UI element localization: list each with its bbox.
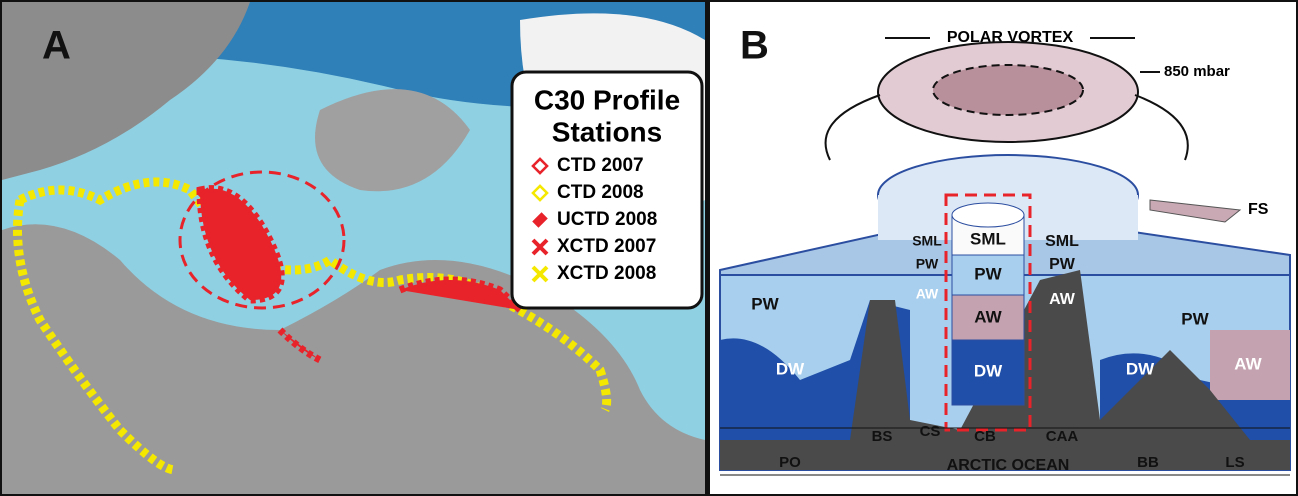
ocean-label: ARCTIC OCEAN [947, 457, 1070, 474]
layer-label: PW [1049, 256, 1076, 273]
page: A C30 Profile Stations CTD 2007 CTD 2008 U… [0, 0, 1298, 496]
panel-label: A [42, 24, 71, 68]
panel-b: B POLAR VORTEX 850 mbar FS SMLPWAWDWPWDW… [720, 24, 1290, 475]
layer-label: SML [1045, 233, 1079, 250]
layer-label: AW [1049, 291, 1076, 308]
layer-label: SML [970, 229, 1006, 248]
region-label: CAA [1046, 428, 1079, 445]
layer-label: AW [916, 286, 939, 302]
region-label: LS [1225, 454, 1244, 471]
figure: A C30 Profile Stations CTD 2007 CTD 2008 U… [0, 0, 1298, 496]
legend-label: XCTD 2007 [557, 236, 656, 257]
region-label: BS [872, 428, 893, 445]
pressure-label: 850 mbar [1164, 63, 1230, 80]
legend-label: CTD 2008 [557, 182, 644, 203]
vortex-core [933, 65, 1083, 115]
layer-label: DW [974, 361, 1003, 380]
region-label: CB [974, 428, 996, 445]
layer-label: DW [776, 359, 805, 378]
region-label: CS [920, 423, 941, 440]
legend-label: CTD 2007 [557, 155, 644, 176]
layer-label: PW [974, 264, 1002, 283]
layer-label: AW [974, 307, 1002, 326]
region-label: BB [1137, 454, 1159, 471]
panel-a: A C30 Profile Stations CTD 2007 CTD 2008 U… [2, 2, 705, 494]
inflow-label: FS [1248, 201, 1269, 218]
layer-label: PW [1181, 309, 1209, 328]
legend-label: UCTD 2008 [557, 209, 657, 230]
layer-label: AW [1234, 354, 1262, 373]
legend-title: Stations [552, 116, 662, 147]
panel-divider [705, 0, 710, 496]
column-top [952, 203, 1024, 227]
layer-label: SML [912, 233, 942, 249]
layer-label: PW [916, 256, 939, 272]
layer-label: PW [751, 294, 779, 313]
panel-label: B [740, 24, 769, 68]
legend-title: C30 Profile [534, 84, 680, 115]
legend-label: XCTD 2008 [557, 263, 656, 284]
layer-label: DW [1126, 359, 1155, 378]
region-label: PO [779, 454, 801, 471]
fs-arrow [1150, 200, 1240, 222]
